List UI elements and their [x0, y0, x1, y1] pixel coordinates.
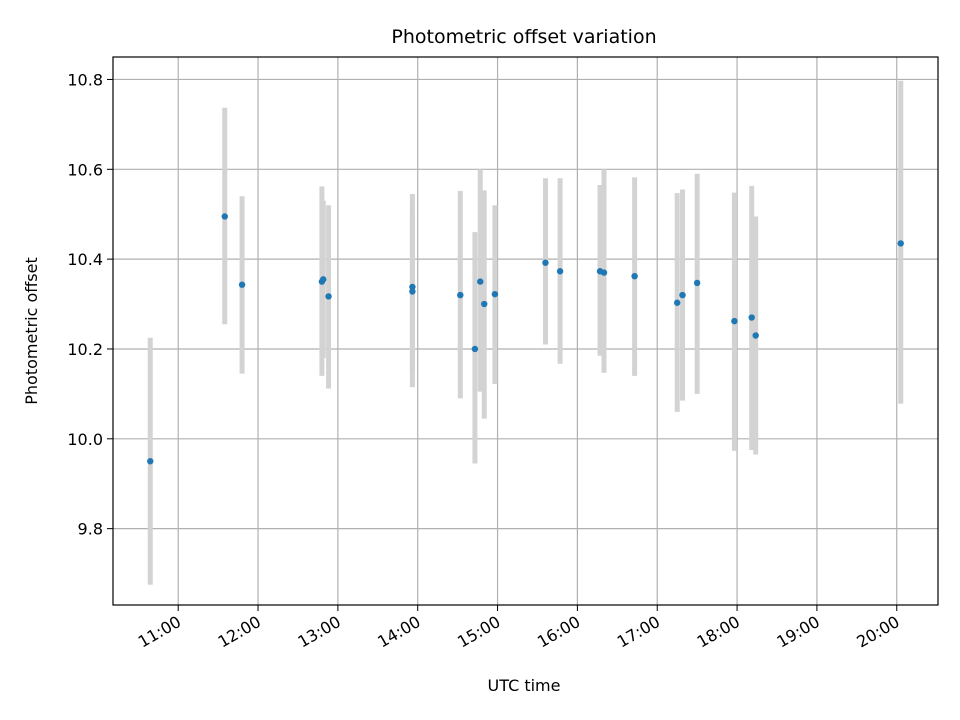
- y-tick-label: 10.0: [67, 430, 103, 449]
- x-axis-label: UTC time: [488, 676, 561, 695]
- grid-layer: [113, 57, 938, 605]
- x-tick-label: 18:00: [694, 612, 743, 652]
- x-tick-label: 12:00: [215, 612, 264, 652]
- data-point: [409, 288, 416, 295]
- data-point: [897, 240, 904, 247]
- data-point: [542, 259, 549, 266]
- data-point: [147, 458, 154, 465]
- data-point: [221, 213, 228, 220]
- data-point: [409, 283, 416, 291]
- data-point: [457, 291, 464, 299]
- x-tick-label: 13:00: [294, 612, 343, 652]
- x-tick-label: 16:00: [534, 612, 583, 652]
- data-point: [748, 314, 755, 321]
- data-point: [481, 300, 488, 308]
- data-point: [477, 278, 484, 285]
- y-tick-label: 10.6: [67, 160, 103, 179]
- x-tick-label: 15:00: [454, 612, 503, 652]
- errorbar-layer: [147, 80, 904, 585]
- y-tick-label: 10.8: [67, 70, 103, 89]
- plot-frame: [112, 56, 939, 606]
- data-point: [320, 276, 327, 283]
- data-point: [600, 269, 608, 276]
- data-point: [673, 299, 681, 306]
- y-tick-label: 10.4: [67, 250, 103, 269]
- data-point: [693, 279, 701, 287]
- data-point: [491, 290, 499, 298]
- chart-title: Photometric offset variation: [391, 26, 656, 48]
- y-tick-label: 10.2: [67, 340, 103, 359]
- data-point: [325, 293, 332, 300]
- data-point: [731, 317, 738, 325]
- y-axis-label: Photometric offset: [22, 257, 41, 405]
- x-tick-label: 19:00: [773, 612, 822, 652]
- point-layer: [147, 213, 904, 465]
- x-tick-label: 20:00: [853, 612, 902, 652]
- data-point: [556, 268, 564, 275]
- data-point: [238, 281, 246, 288]
- x-tick-label: 17:00: [614, 612, 663, 652]
- data-point: [631, 273, 638, 280]
- data-point: [679, 291, 686, 299]
- x-tick-label: 14:00: [374, 612, 423, 652]
- x-tick-label: 11:00: [135, 612, 184, 652]
- data-point: [471, 345, 479, 353]
- data-point: [752, 332, 759, 339]
- y-tick-label: 9.8: [78, 520, 103, 539]
